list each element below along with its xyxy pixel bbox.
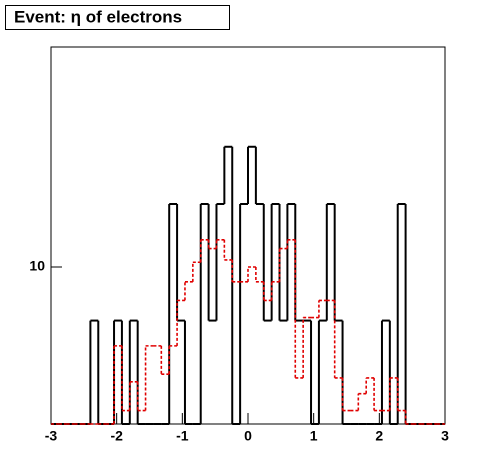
x-tick-label: -1 [176, 428, 189, 444]
x-tick-label: 0 [244, 428, 252, 444]
title-box [5, 5, 230, 30]
y-tick-label: 10 [29, 258, 45, 274]
chart-title: Event: η of electrons [14, 7, 182, 26]
x-tick-label: -3 [45, 428, 58, 444]
x-tick-label: 2 [375, 428, 383, 444]
x-tick-label: 1 [310, 428, 318, 444]
x-tick-label: 3 [441, 428, 449, 444]
x-tick-label: -2 [110, 428, 123, 444]
